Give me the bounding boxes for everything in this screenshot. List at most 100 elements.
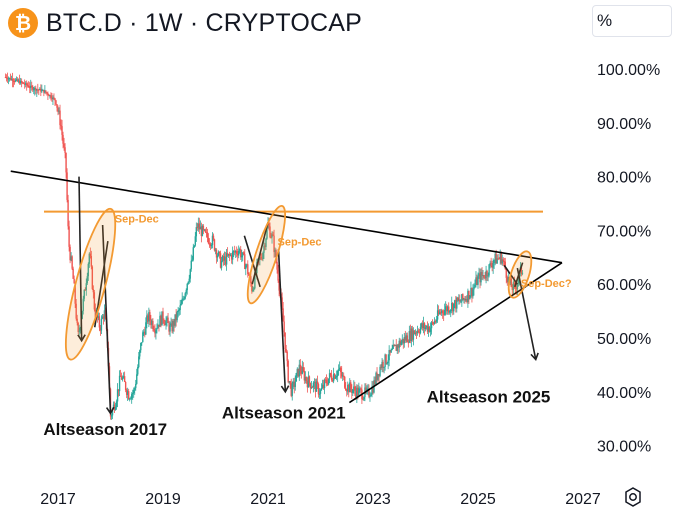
- altseason-label: Altseason 2017: [43, 420, 167, 439]
- candle-body: [452, 302, 454, 312]
- candle-body: [156, 328, 158, 330]
- candle-body: [410, 328, 413, 342]
- candle-body: [71, 256, 73, 269]
- percent-scale-toggle[interactable]: %: [592, 5, 672, 37]
- candle-body: [101, 316, 104, 319]
- candle-body: [199, 226, 202, 230]
- candle-body: [194, 236, 197, 246]
- candle-body: [54, 98, 56, 101]
- candle-body: [277, 269, 279, 281]
- candle-body: [260, 256, 262, 259]
- candle-body: [253, 288, 255, 290]
- x-tick-label: 2023: [355, 491, 391, 508]
- candle-body: [244, 254, 246, 270]
- candle-body: [104, 310, 107, 320]
- candle-body: [110, 415, 113, 417]
- candle-body: [213, 239, 216, 251]
- y-tick-label: 100.00%: [597, 62, 660, 79]
- candle-body: [210, 245, 213, 247]
- pencil-2025b: [513, 262, 524, 288]
- candle-body: [8, 77, 11, 79]
- candle-body: [192, 247, 194, 260]
- candle-body: [318, 393, 321, 395]
- candle-body: [173, 320, 175, 326]
- candle-body: [272, 234, 274, 236]
- candle-body: [229, 254, 232, 256]
- ellipse-2021: [246, 204, 287, 305]
- candle-body: [190, 260, 192, 270]
- candle-body: [342, 375, 344, 377]
- candle-body: [148, 312, 150, 322]
- candle-body: [289, 381, 291, 384]
- candle-body: [200, 226, 203, 237]
- candle-body: [239, 249, 241, 251]
- candle-body: [99, 327, 102, 331]
- candle-body: [49, 95, 51, 97]
- candle-body: [184, 293, 186, 299]
- candle-body: [33, 89, 35, 91]
- candle-body: [211, 235, 214, 246]
- candle-body: [462, 294, 464, 300]
- candle-body: [166, 317, 168, 321]
- candle-body: [150, 320, 152, 325]
- candle-body: [9, 77, 12, 80]
- candle-body: [58, 110, 60, 112]
- candle-body: [264, 245, 266, 247]
- candle-body: [311, 387, 314, 389]
- candle-body: [310, 387, 313, 389]
- candle-body: [225, 253, 228, 265]
- candle-body: [449, 311, 451, 313]
- candle-body: [395, 344, 397, 351]
- candle-body: [138, 356, 140, 368]
- candle-body: [372, 386, 374, 393]
- candle-body: [252, 289, 254, 292]
- candle-body: [409, 330, 412, 342]
- candle-body: [457, 297, 459, 301]
- candle-body: [376, 372, 378, 380]
- candle-body: [81, 310, 83, 319]
- candle-body: [391, 348, 393, 350]
- candle-body: [455, 300, 457, 309]
- settings-gear-icon[interactable]: [622, 486, 644, 508]
- candle-body: [438, 312, 441, 314]
- candle-body: [273, 235, 275, 253]
- drop-line-2021-arrowhead: [280, 385, 290, 394]
- candle-body: [398, 340, 400, 348]
- upper-trendline: [10, 170, 563, 264]
- candle-body: [268, 223, 270, 227]
- candle-body: [198, 223, 201, 230]
- candle-body: [411, 328, 414, 340]
- candle-body: [220, 261, 223, 268]
- candle-body: [7, 78, 10, 80]
- candle-body: [292, 381, 294, 384]
- candle-body: [76, 318, 78, 323]
- candle-body: [404, 337, 407, 341]
- candle-body: [28, 85, 30, 88]
- candle-body: [60, 125, 62, 127]
- candle-body: [431, 322, 434, 324]
- x-tick-label: 2019: [145, 491, 181, 508]
- candle-body: [358, 388, 360, 396]
- candle-body: [146, 315, 148, 323]
- candle-body: [179, 305, 181, 311]
- candle-body: [447, 306, 449, 312]
- candle-body: [424, 327, 427, 329]
- candle-body: [262, 252, 264, 260]
- candle-body: [240, 249, 242, 258]
- candle-body: [204, 229, 207, 233]
- candle-body: [169, 325, 171, 332]
- candle-body: [51, 97, 53, 99]
- candle-body: [377, 374, 379, 380]
- candle-body: [119, 375, 122, 377]
- candle-body: [100, 318, 103, 331]
- candle-body: [288, 381, 290, 383]
- candle-body: [131, 394, 133, 399]
- candle-body: [223, 256, 226, 261]
- candle-body: [102, 316, 105, 319]
- candle-body: [121, 377, 124, 380]
- candle-body: [216, 255, 219, 258]
- candle-body: [458, 299, 460, 301]
- candle-body: [128, 398, 131, 400]
- candle-body: [231, 251, 234, 260]
